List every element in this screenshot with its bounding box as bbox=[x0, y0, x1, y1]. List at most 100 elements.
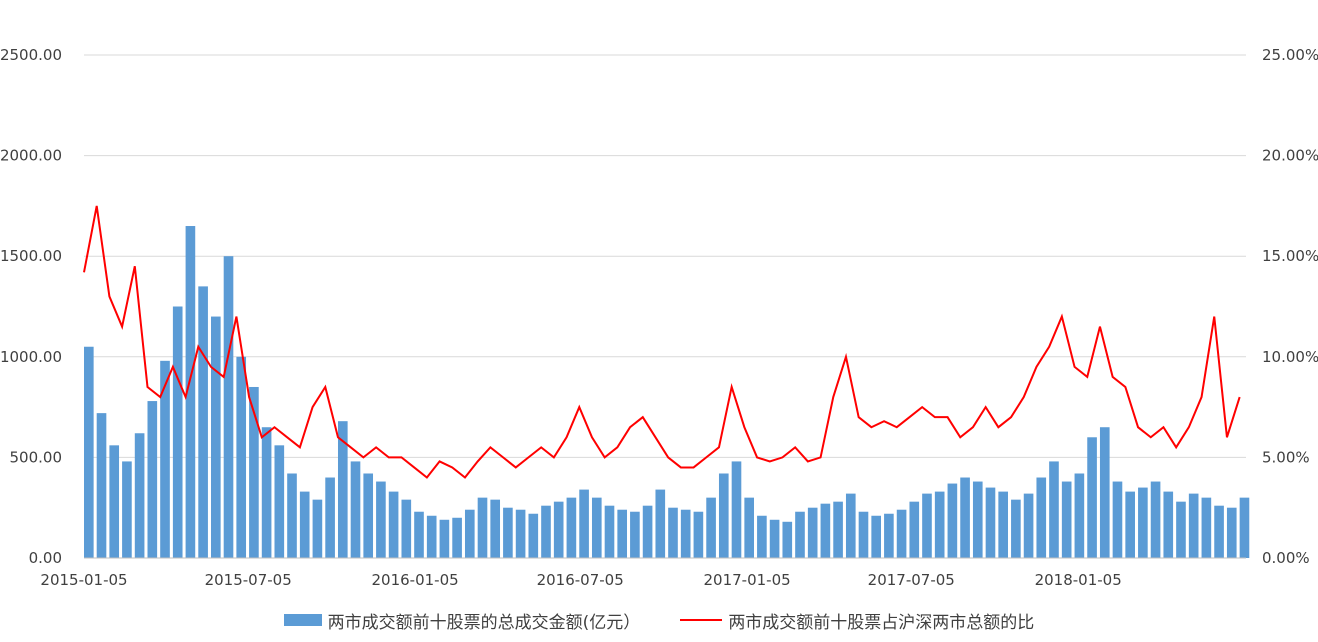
bar bbox=[668, 507, 678, 558]
gridlines bbox=[84, 54, 1246, 458]
bar bbox=[84, 346, 94, 558]
bar bbox=[1099, 427, 1110, 558]
bar bbox=[744, 497, 755, 558]
x-tick-label: 2018-01-05 bbox=[1035, 571, 1122, 589]
bar bbox=[858, 511, 869, 558]
bar bbox=[1138, 487, 1148, 558]
y-left-tick-label: 1500.00 bbox=[0, 247, 62, 265]
x-tick-label: 2017-07-05 bbox=[868, 571, 955, 589]
legend-line-swatch bbox=[680, 619, 723, 621]
bar bbox=[223, 256, 234, 558]
bar bbox=[477, 497, 488, 558]
bar bbox=[947, 483, 958, 558]
bar bbox=[439, 519, 450, 558]
legend-bar-label: 两市成交额前十股票的总成交金额(亿元） bbox=[327, 612, 641, 633]
x-tick-label: 2017-01-05 bbox=[703, 571, 790, 589]
bar bbox=[998, 491, 1008, 558]
bar bbox=[1023, 493, 1034, 558]
bar bbox=[820, 503, 831, 558]
bar bbox=[553, 501, 564, 558]
bar bbox=[210, 316, 221, 558]
legend-line-label: 两市成交额前十股票占沪深两市总额的比 bbox=[728, 612, 1035, 633]
bar bbox=[655, 489, 666, 558]
bar bbox=[147, 401, 158, 558]
bar bbox=[731, 461, 742, 558]
bar bbox=[1239, 497, 1250, 558]
x-ticks: 2015-01-05 2015-07-05 2016-01-05 2016-07-05… bbox=[40, 571, 1121, 589]
bar-series bbox=[84, 226, 1250, 558]
bar bbox=[1176, 501, 1186, 558]
legend-item-line: 两市成交额前十股票占沪深两市总额的比 bbox=[680, 608, 1034, 633]
y-left-tick-label: 2500.00 bbox=[0, 46, 62, 64]
bar bbox=[1049, 461, 1059, 558]
bar bbox=[1011, 499, 1021, 558]
y-left-tick-label: 500.00 bbox=[10, 448, 63, 466]
bar bbox=[299, 491, 310, 558]
bar bbox=[757, 515, 767, 558]
bar bbox=[617, 509, 628, 558]
bar bbox=[1188, 493, 1199, 558]
bar bbox=[261, 427, 272, 558]
bar bbox=[160, 360, 170, 558]
bar bbox=[1061, 481, 1072, 558]
bar bbox=[680, 509, 691, 558]
bar bbox=[401, 499, 412, 558]
bar bbox=[185, 226, 196, 558]
x-tick-label: 2016-07-05 bbox=[537, 571, 624, 589]
y-right-tick-label: 10.00% bbox=[1262, 348, 1318, 366]
y-left-tick-label: 2000.00 bbox=[0, 147, 62, 165]
bar bbox=[274, 445, 285, 558]
bar bbox=[630, 511, 640, 558]
bar bbox=[172, 306, 183, 558]
bar bbox=[769, 519, 780, 558]
bar bbox=[287, 473, 297, 558]
bar bbox=[515, 509, 526, 558]
bar bbox=[503, 507, 513, 558]
bar bbox=[198, 286, 208, 558]
bar bbox=[1214, 505, 1224, 558]
bar bbox=[718, 473, 729, 558]
bar bbox=[325, 477, 335, 558]
bar bbox=[452, 517, 462, 558]
bar bbox=[871, 515, 881, 558]
bar bbox=[795, 511, 805, 558]
bar bbox=[693, 511, 704, 558]
bar bbox=[490, 499, 501, 558]
x-tick-label: 2016-01-05 bbox=[371, 571, 458, 589]
bar bbox=[833, 501, 843, 558]
bar bbox=[985, 487, 996, 558]
bar bbox=[426, 515, 437, 558]
bar bbox=[909, 501, 920, 558]
bar bbox=[566, 497, 577, 558]
bar bbox=[706, 497, 716, 558]
bar bbox=[884, 513, 894, 558]
bar bbox=[350, 461, 361, 558]
bar bbox=[249, 386, 259, 558]
bar bbox=[922, 493, 932, 558]
y-right-tick-label: 0.00% bbox=[1262, 549, 1310, 567]
bar bbox=[388, 491, 399, 558]
bar bbox=[1201, 497, 1212, 558]
bar bbox=[591, 497, 602, 558]
bar bbox=[109, 445, 120, 558]
bar bbox=[604, 505, 615, 558]
x-tick-label: 2015-01-05 bbox=[40, 571, 127, 589]
bar bbox=[337, 421, 348, 558]
bar bbox=[312, 499, 323, 558]
bar bbox=[845, 493, 856, 558]
bar bbox=[1150, 481, 1161, 558]
bar bbox=[1125, 491, 1135, 558]
y-right-tick-label: 20.00% bbox=[1262, 147, 1318, 165]
legend-bar-swatch bbox=[283, 614, 322, 626]
y-left-tick-label: 1000.00 bbox=[0, 348, 62, 366]
bar bbox=[972, 481, 983, 558]
bar bbox=[934, 491, 945, 558]
bar bbox=[134, 433, 145, 558]
bar bbox=[896, 509, 907, 558]
bar bbox=[528, 513, 539, 558]
y-right-tick-label: 15.00% bbox=[1262, 247, 1318, 265]
legend: 两市成交额前十股票的总成交金额(亿元） 两市成交额前十股票占沪深两市总额的比 bbox=[0, 606, 1318, 634]
y-right-tick-label: 5.00% bbox=[1262, 448, 1310, 466]
bar bbox=[782, 521, 793, 558]
